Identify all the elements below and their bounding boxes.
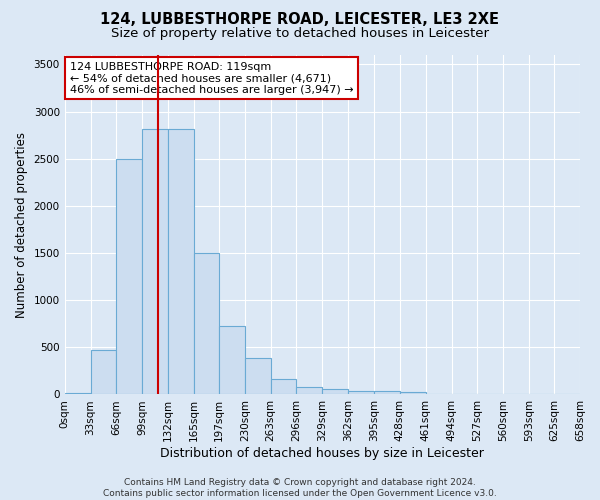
Text: Size of property relative to detached houses in Leicester: Size of property relative to detached ho… bbox=[111, 28, 489, 40]
Bar bbox=[194, 253, 219, 394]
Bar bbox=[142, 128, 168, 394]
Bar bbox=[168, 128, 194, 394]
Bar bbox=[271, 380, 296, 394]
Text: Contains HM Land Registry data © Crown copyright and database right 2024.
Contai: Contains HM Land Registry data © Crown c… bbox=[103, 478, 497, 498]
Bar bbox=[296, 388, 322, 394]
Bar bbox=[348, 390, 374, 394]
Bar bbox=[116, 158, 142, 394]
X-axis label: Distribution of detached houses by size in Leicester: Distribution of detached houses by size … bbox=[160, 447, 484, 460]
Bar bbox=[322, 390, 348, 394]
Bar bbox=[219, 326, 245, 394]
Bar bbox=[245, 358, 271, 395]
Text: 124, LUBBESTHORPE ROAD, LEICESTER, LE3 2XE: 124, LUBBESTHORPE ROAD, LEICESTER, LE3 2… bbox=[101, 12, 499, 28]
Bar bbox=[65, 392, 91, 394]
Y-axis label: Number of detached properties: Number of detached properties bbox=[15, 132, 28, 318]
Text: 124 LUBBESTHORPE ROAD: 119sqm
← 54% of detached houses are smaller (4,671)
46% o: 124 LUBBESTHORPE ROAD: 119sqm ← 54% of d… bbox=[70, 62, 353, 95]
Bar bbox=[91, 350, 116, 395]
Bar bbox=[400, 392, 426, 394]
Bar bbox=[374, 390, 400, 394]
